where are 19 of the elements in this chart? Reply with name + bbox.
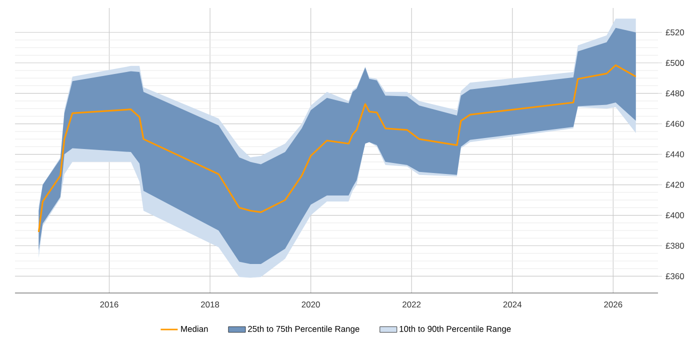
x-tick-label: 2026 bbox=[604, 302, 622, 308]
line-series bbox=[38, 64, 637, 233]
y-tick-label: £400 bbox=[666, 212, 684, 218]
legend-label: 25th to 75th Percentile Range bbox=[248, 326, 360, 334]
y-tick-label: £360 bbox=[666, 273, 684, 280]
x-tick-label: 2022 bbox=[402, 302, 421, 308]
x-tick-label: 2024 bbox=[503, 302, 522, 308]
y-tick-label: £520 bbox=[666, 29, 684, 36]
y-tick-label: £480 bbox=[666, 90, 684, 96]
y-tick-label: £460 bbox=[666, 120, 684, 127]
y-tick-label: £420 bbox=[666, 182, 684, 188]
x-tick-label: 2020 bbox=[302, 302, 320, 308]
legend-label: Median bbox=[181, 326, 208, 332]
y-tick-label: £500 bbox=[666, 60, 684, 66]
y-tick-label: £440 bbox=[666, 151, 684, 158]
y-tick-label: £380 bbox=[666, 242, 684, 249]
x-tick-label: 2018 bbox=[201, 302, 220, 308]
x-tick-label: 2016 bbox=[100, 302, 118, 308]
legend-label: 10th to 90th Percentile Range bbox=[400, 326, 511, 334]
